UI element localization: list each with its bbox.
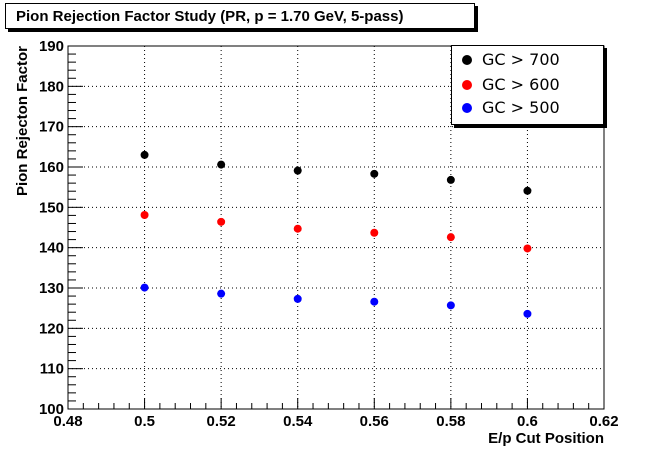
axis-ticks <box>67 45 605 410</box>
x-tick-label: 0.48 <box>53 413 82 430</box>
data-point-series-1 <box>140 210 149 219</box>
plot-frame <box>67 45 605 410</box>
legend-label-gc500: GC > 500 <box>482 98 560 117</box>
data-point-series-2 <box>140 283 149 292</box>
legend-marker-gc600 <box>462 80 472 90</box>
y-tick-label: 170 <box>39 119 64 136</box>
y-tick-labels: 100 110 120 130 140 150 160 170 180 190 <box>39 38 64 418</box>
y-tick-label: 110 <box>40 361 64 378</box>
y-tick-label: 100 <box>39 401 64 418</box>
grid <box>68 46 604 409</box>
x-tick-label: 0.52 <box>207 413 236 430</box>
data-point-series-2 <box>370 297 379 306</box>
legend-marker-gc500 <box>462 103 472 113</box>
x-tick-label: 0.6 <box>517 413 538 430</box>
x-axis-label: E/p Cut Position <box>488 430 604 447</box>
data-point-series-2 <box>217 289 226 298</box>
legend: GC > 700 GC > 600 GC > 500 <box>451 45 604 125</box>
y-tick-label: 140 <box>39 240 64 257</box>
data-point-series-1 <box>293 224 302 233</box>
data-point-series-0 <box>370 169 379 178</box>
y-tick-label: 130 <box>39 280 64 297</box>
data-point-series-2 <box>523 309 532 318</box>
legend-entry-gc500: GC > 500 <box>452 97 602 119</box>
legend-label-gc600: GC > 600 <box>482 75 560 94</box>
legend-entry-gc700: GC > 700 <box>452 49 602 71</box>
y-tick-label: 180 <box>39 78 64 95</box>
legend-marker-gc700 <box>462 55 472 65</box>
data-point-series-0 <box>217 160 226 169</box>
x-tick-label: 0.56 <box>360 413 389 430</box>
data-point-series-0 <box>523 186 532 195</box>
data-point-series-1 <box>446 233 455 242</box>
y-tick-label: 160 <box>39 159 64 176</box>
data-point-series-2 <box>293 294 302 303</box>
data-point-series-2 <box>446 301 455 310</box>
y-tick-label: 120 <box>39 320 64 337</box>
legend-entry-gc600: GC > 600 <box>452 74 602 96</box>
data-points <box>140 150 532 318</box>
data-point-series-0 <box>293 166 302 175</box>
data-point-series-0 <box>140 150 149 159</box>
x-tick-label: 0.54 <box>283 413 313 430</box>
x-tick-label: 0.5 <box>134 413 155 430</box>
x-tick-labels: 0.48 0.5 0.52 0.54 0.56 0.58 0.6 0.62 <box>53 413 618 430</box>
data-point-series-1 <box>217 217 226 226</box>
data-point-series-1 <box>370 228 379 237</box>
y-tick-label: 190 <box>39 38 64 55</box>
data-point-series-0 <box>446 175 455 184</box>
legend-label-gc700: GC > 700 <box>482 50 560 69</box>
y-axis-label: Pion Rejecton Factor <box>14 46 31 196</box>
y-tick-label: 150 <box>39 199 64 216</box>
chart-title-box: Pion Rejection Factor Study (PR, p = 1.7… <box>5 3 475 29</box>
chart-title: Pion Rejection Factor Study (PR, p = 1.7… <box>16 8 404 25</box>
data-point-series-1 <box>523 244 532 253</box>
x-tick-label: 0.58 <box>436 413 465 430</box>
x-tick-label: 0.62 <box>589 413 618 430</box>
